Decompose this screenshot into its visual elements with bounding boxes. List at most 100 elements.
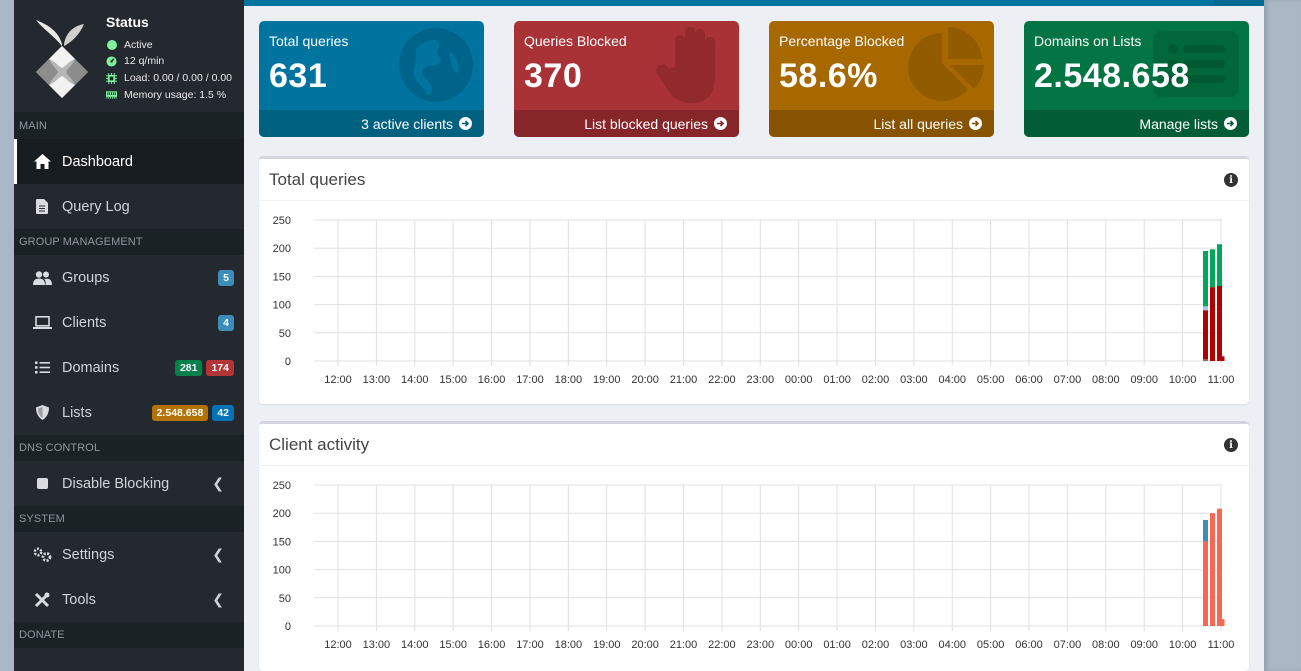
globe-icon [399,28,473,102]
hand-icon [656,27,715,103]
status-dot-icon [106,40,117,51]
svg-text:22:00: 22:00 [708,639,736,651]
lists-count-badge: 42 [212,404,234,421]
info-icon[interactable]: i [1224,438,1238,452]
svg-text:21:00: 21:00 [670,374,698,386]
svg-text:16:00: 16:00 [478,374,506,386]
memory-icon [106,90,117,101]
window-edge [0,0,14,671]
chart-bar [1210,249,1215,288]
svg-text:23:00: 23:00 [747,639,775,651]
total-queries-chart[interactable]: 0 50 100 150 200 250 12:00 13:00 14:00 15:00 16:00… [259,201,1249,401]
chart-bar [1203,306,1208,311]
clients-count-badge: 4 [218,314,234,331]
chart-bar [1203,541,1208,626]
total-queries-card: Total queries i 0 50 100 150 200 250 12:00 13:0… [259,156,1249,404]
pihole-logo [36,20,88,98]
status-memory: Memory usage: 1.5 % [106,89,226,101]
section-system: SYSTEM [14,506,244,532]
svg-text:50: 50 [279,593,291,605]
file-icon [32,199,52,214]
svg-text:150: 150 [273,271,291,283]
box-value: 2.548.658 [1034,57,1190,95]
svg-text:15:00: 15:00 [439,374,467,386]
status-title: Status [106,14,149,30]
list-all-queries-link[interactable]: List all queries [769,110,994,137]
section-main: MAIN [14,113,244,139]
manage-lists-link[interactable]: Manage lists [1024,110,1249,137]
sidebar-item-clients[interactable]: Clients 4 [14,300,244,345]
svg-text:20:00: 20:00 [631,639,659,651]
box-value: 58.6% [779,57,878,95]
chart-bar [1210,513,1215,626]
info-icon[interactable]: i [1224,173,1238,187]
queries-blocked-box: Queries Blocked 370 List blocked queries [514,21,739,137]
stop-icon [32,478,52,489]
svg-text:02:00: 02:00 [862,374,890,386]
svg-text:10:00: 10:00 [1169,374,1197,386]
svg-text:07:00: 07:00 [1054,374,1082,386]
svg-text:19:00: 19:00 [593,374,621,386]
sidebar-item-groups[interactable]: Groups 5 [14,255,244,300]
svg-text:22:00: 22:00 [708,374,736,386]
card-title: Client activity [269,434,370,454]
svg-text:00:00: 00:00 [785,374,813,386]
svg-text:14:00: 14:00 [401,639,429,651]
allowed-domains-badge: 281 [174,359,203,376]
sidebar-item-dashboard[interactable]: Dashboard [14,139,244,184]
list-icon [32,361,52,374]
arrow-circle-right-icon [969,117,982,130]
sidebar-item-lists[interactable]: Lists 2.548.658 42 [14,390,244,435]
svg-text:01:00: 01:00 [823,374,851,386]
svg-text:07:00: 07:00 [1054,639,1082,651]
svg-text:12:00: 12:00 [324,374,352,386]
sidebar: Status Active 12 q/min Load: 0.00 / 0.00… [14,0,244,671]
domains-on-lists-box: Domains on Lists 2.548.658 Manage lists [1024,21,1249,137]
box-value: 370 [524,57,583,95]
svg-text:16:00: 16:00 [478,639,506,651]
svg-text:0: 0 [285,356,291,368]
svg-text:05:00: 05:00 [977,639,1005,651]
arrow-circle-right-icon [459,117,472,130]
section-donate: DONATE [14,622,244,648]
svg-text:14:00: 14:00 [401,374,429,386]
chart-bar [1210,287,1215,361]
section-group-management: GROUP MANAGEMENT [14,229,244,255]
client-activity-chart[interactable]: 0 50 100 150 200 250 12:00 13:00 14:00 15:00 16:00… [259,466,1249,666]
sidebar-item-settings[interactable]: Settings ❮ [14,532,244,577]
svg-text:18:00: 18:00 [555,374,583,386]
box-label: Total queries [269,33,349,49]
svg-text:100: 100 [273,300,291,312]
svg-text:18:00: 18:00 [555,639,583,651]
sidebar-item-query-log[interactable]: Query Log [14,184,244,229]
sidebar-item-tools[interactable]: Tools ❮ [14,577,244,622]
svg-text:100: 100 [273,565,291,577]
chart-bar [1217,508,1222,626]
bar-chart[interactable]: 0 50 100 150 200 250 12:00 13:00 14:00 15:00 16:00… [259,201,1249,401]
top-navbar [244,0,1264,6]
svg-text:04:00: 04:00 [938,639,966,651]
svg-text:06:00: 06:00 [1015,374,1043,386]
status-panel: Status Active 12 q/min Load: 0.00 / 0.00… [14,0,244,113]
bar-chart[interactable]: 0 50 100 150 200 250 12:00 13:00 14:00 15:00 16:00… [259,466,1249,666]
svg-text:08:00: 08:00 [1092,639,1120,651]
sidebar-item-domains[interactable]: Domains 281 174 [14,345,244,390]
card-title: Total queries [269,169,366,189]
list-blocked-queries-link[interactable]: List blocked queries [514,110,739,137]
window-edge [1264,0,1301,671]
tools-icon [32,592,52,608]
svg-text:00:00: 00:00 [785,639,813,651]
list-alt-icon [1153,31,1239,97]
svg-text:06:00: 06:00 [1015,639,1043,651]
chart-bar [1222,355,1225,357]
svg-text:08:00: 08:00 [1092,374,1120,386]
chevron-left-icon: ❮ [212,591,224,607]
sidebar-item-disable-blocking[interactable]: Disable Blocking ❮ [14,461,244,506]
active-clients-link[interactable]: 3 active clients [259,110,484,137]
svg-text:11:00: 11:00 [1208,374,1235,386]
chart-bar [1217,244,1222,286]
chart-bar [1217,285,1222,361]
svg-text:10:00: 10:00 [1169,639,1197,651]
svg-text:05:00: 05:00 [977,374,1005,386]
chart-bar [1203,310,1208,360]
